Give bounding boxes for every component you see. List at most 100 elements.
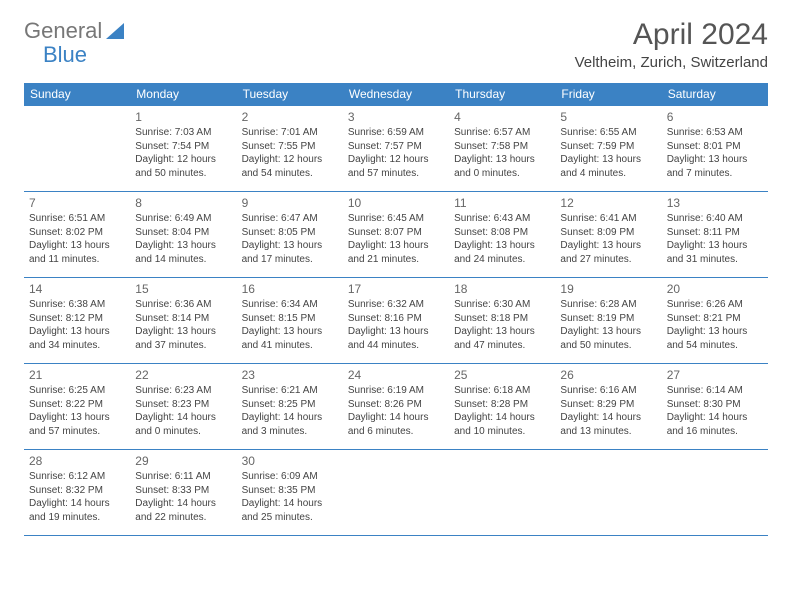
dl1-text: Daylight: 14 hours — [135, 497, 231, 511]
dl1-text: Daylight: 14 hours — [454, 411, 550, 425]
day-number: 24 — [348, 367, 444, 383]
sunset-text: Sunset: 8:16 PM — [348, 312, 444, 326]
location-text: Veltheim, Zurich, Switzerland — [575, 54, 768, 71]
brand-triangle-icon — [106, 23, 124, 39]
dl2-text: and 16 minutes. — [667, 425, 763, 439]
day-number: 23 — [242, 367, 338, 383]
day-number: 18 — [454, 281, 550, 297]
calendar-day-cell — [343, 450, 449, 536]
sunrise-text: Sunrise: 6:38 AM — [29, 298, 125, 312]
dl2-text: and 10 minutes. — [454, 425, 550, 439]
day-number: 13 — [667, 195, 763, 211]
sunset-text: Sunset: 8:30 PM — [667, 398, 763, 412]
day-number: 5 — [560, 109, 656, 125]
sunset-text: Sunset: 8:02 PM — [29, 226, 125, 240]
dl1-text: Daylight: 13 hours — [454, 239, 550, 253]
sunset-text: Sunset: 7:54 PM — [135, 140, 231, 154]
day-number: 28 — [29, 453, 125, 469]
calendar-body: 1Sunrise: 7:03 AMSunset: 7:54 PMDaylight… — [24, 106, 768, 536]
brand-logo: General — [24, 18, 126, 44]
dl2-text: and 47 minutes. — [454, 339, 550, 353]
sunset-text: Sunset: 8:22 PM — [29, 398, 125, 412]
day-number: 19 — [560, 281, 656, 297]
day-number: 21 — [29, 367, 125, 383]
sunrise-text: Sunrise: 6:47 AM — [242, 212, 338, 226]
dl1-text: Daylight: 12 hours — [242, 153, 338, 167]
dl1-text: Daylight: 14 hours — [667, 411, 763, 425]
calendar-day-cell: 17Sunrise: 6:32 AMSunset: 8:16 PMDayligh… — [343, 278, 449, 364]
dl1-text: Daylight: 13 hours — [348, 239, 444, 253]
dl2-text: and 25 minutes. — [242, 511, 338, 525]
dl1-text: Daylight: 13 hours — [29, 411, 125, 425]
sunrise-text: Sunrise: 6:16 AM — [560, 384, 656, 398]
sunset-text: Sunset: 8:12 PM — [29, 312, 125, 326]
dl1-text: Daylight: 13 hours — [667, 153, 763, 167]
dl2-text: and 0 minutes. — [454, 167, 550, 181]
sunrise-text: Sunrise: 6:41 AM — [560, 212, 656, 226]
sunset-text: Sunset: 8:11 PM — [667, 226, 763, 240]
calendar-day-cell: 4Sunrise: 6:57 AMSunset: 7:58 PMDaylight… — [449, 106, 555, 192]
dl2-text: and 24 minutes. — [454, 253, 550, 267]
dl2-text: and 4 minutes. — [560, 167, 656, 181]
sunrise-text: Sunrise: 6:36 AM — [135, 298, 231, 312]
calendar-day-cell: 5Sunrise: 6:55 AMSunset: 7:59 PMDaylight… — [555, 106, 661, 192]
weekday-header: Wednesday — [343, 83, 449, 106]
calendar-day-cell — [555, 450, 661, 536]
weekday-header: Thursday — [449, 83, 555, 106]
sunset-text: Sunset: 8:25 PM — [242, 398, 338, 412]
day-number: 27 — [667, 367, 763, 383]
calendar-day-cell — [24, 106, 130, 192]
calendar-week-row: 21Sunrise: 6:25 AMSunset: 8:22 PMDayligh… — [24, 364, 768, 450]
calendar-day-cell: 16Sunrise: 6:34 AMSunset: 8:15 PMDayligh… — [237, 278, 343, 364]
sunrise-text: Sunrise: 6:53 AM — [667, 126, 763, 140]
day-number: 6 — [667, 109, 763, 125]
dl1-text: Daylight: 13 hours — [242, 239, 338, 253]
calendar-week-row: 14Sunrise: 6:38 AMSunset: 8:12 PMDayligh… — [24, 278, 768, 364]
sunrise-text: Sunrise: 6:45 AM — [348, 212, 444, 226]
calendar-day-cell — [662, 450, 768, 536]
sunset-text: Sunset: 8:01 PM — [667, 140, 763, 154]
day-number: 2 — [242, 109, 338, 125]
sunrise-text: Sunrise: 7:03 AM — [135, 126, 231, 140]
sunrise-text: Sunrise: 6:30 AM — [454, 298, 550, 312]
calendar-day-cell: 20Sunrise: 6:26 AMSunset: 8:21 PMDayligh… — [662, 278, 768, 364]
dl1-text: Daylight: 13 hours — [560, 325, 656, 339]
calendar-week-row: 28Sunrise: 6:12 AMSunset: 8:32 PMDayligh… — [24, 450, 768, 536]
sunset-text: Sunset: 7:55 PM — [242, 140, 338, 154]
sunrise-text: Sunrise: 6:28 AM — [560, 298, 656, 312]
calendar-day-cell: 19Sunrise: 6:28 AMSunset: 8:19 PMDayligh… — [555, 278, 661, 364]
dl2-text: and 37 minutes. — [135, 339, 231, 353]
dl1-text: Daylight: 14 hours — [242, 497, 338, 511]
sunset-text: Sunset: 7:59 PM — [560, 140, 656, 154]
sunset-text: Sunset: 8:29 PM — [560, 398, 656, 412]
sunrise-text: Sunrise: 6:40 AM — [667, 212, 763, 226]
day-number: 9 — [242, 195, 338, 211]
sunset-text: Sunset: 8:28 PM — [454, 398, 550, 412]
day-number: 17 — [348, 281, 444, 297]
brand-text-2: Blue — [43, 42, 87, 68]
dl2-text: and 17 minutes. — [242, 253, 338, 267]
day-number: 15 — [135, 281, 231, 297]
dl2-text: and 3 minutes. — [242, 425, 338, 439]
weekday-header: Sunday — [24, 83, 130, 106]
sunset-text: Sunset: 8:32 PM — [29, 484, 125, 498]
sunset-text: Sunset: 8:04 PM — [135, 226, 231, 240]
calendar-day-cell: 1Sunrise: 7:03 AMSunset: 7:54 PMDaylight… — [130, 106, 236, 192]
dl1-text: Daylight: 13 hours — [454, 153, 550, 167]
calendar-day-cell: 8Sunrise: 6:49 AMSunset: 8:04 PMDaylight… — [130, 192, 236, 278]
dl1-text: Daylight: 13 hours — [560, 239, 656, 253]
day-number: 22 — [135, 367, 231, 383]
dl2-text: and 11 minutes. — [29, 253, 125, 267]
sunset-text: Sunset: 8:15 PM — [242, 312, 338, 326]
sunset-text: Sunset: 8:35 PM — [242, 484, 338, 498]
sunrise-text: Sunrise: 6:21 AM — [242, 384, 338, 398]
dl1-text: Daylight: 13 hours — [667, 239, 763, 253]
dl1-text: Daylight: 13 hours — [560, 153, 656, 167]
dl2-text: and 50 minutes. — [135, 167, 231, 181]
sunset-text: Sunset: 8:09 PM — [560, 226, 656, 240]
sunrise-text: Sunrise: 6:23 AM — [135, 384, 231, 398]
sunrise-text: Sunrise: 6:59 AM — [348, 126, 444, 140]
dl2-text: and 50 minutes. — [560, 339, 656, 353]
dl1-text: Daylight: 13 hours — [29, 239, 125, 253]
calendar-day-cell: 30Sunrise: 6:09 AMSunset: 8:35 PMDayligh… — [237, 450, 343, 536]
